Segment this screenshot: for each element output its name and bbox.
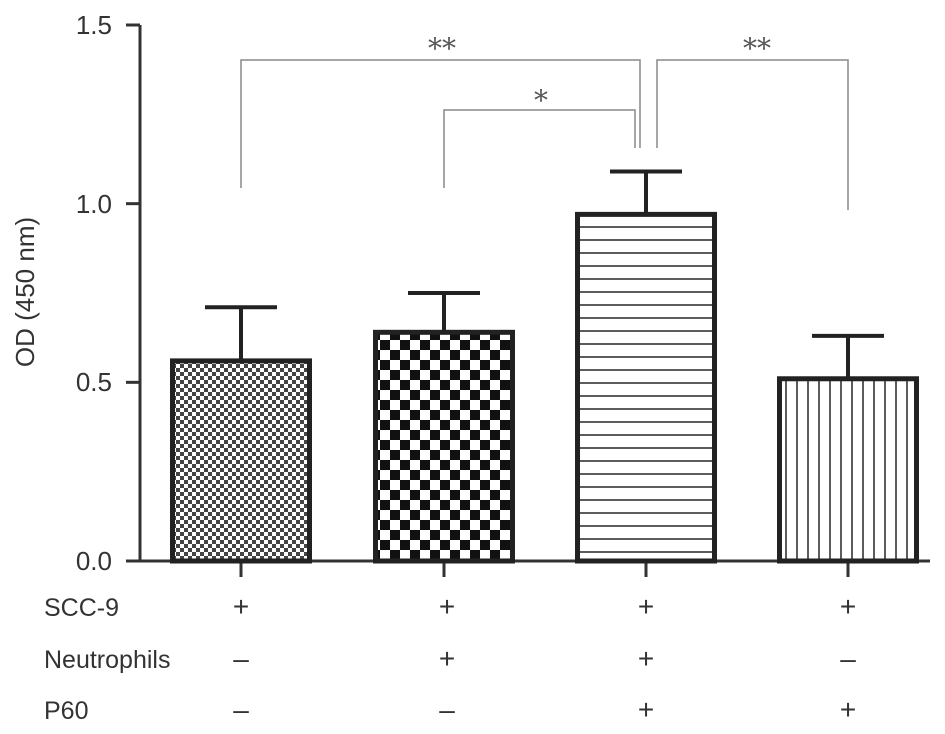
condition-symbol: + — [840, 694, 856, 725]
y-tick-label: 0.0 — [76, 546, 112, 576]
significance-label: ** — [428, 32, 456, 65]
row-label-p60: P60 — [44, 697, 88, 725]
bar — [170, 358, 312, 564]
condition-symbol: – — [840, 643, 856, 674]
condition-symbol: + — [439, 591, 455, 622]
significance-label: ** — [743, 32, 771, 65]
y-tick-label: 1.5 — [76, 10, 112, 40]
bar — [575, 211, 717, 564]
significance-bracket — [240, 59, 641, 188]
bar — [373, 329, 515, 564]
y-tick-labels: 0.0 0.5 1.0 1.5 — [76, 10, 112, 576]
condition-symbol: + — [638, 694, 654, 725]
row-label-neutrophils: Neutrophils — [44, 646, 170, 674]
row-label-scc9: SCC-9 — [44, 594, 119, 622]
condition-table: SCC-9 Neutrophils P60 + + + + – + + – – … — [44, 591, 856, 725]
condition-symbol: + — [439, 643, 455, 674]
significance-label: * — [534, 84, 548, 117]
bar — [777, 376, 919, 564]
significance-labels: ** * ** — [428, 32, 771, 117]
condition-symbol: – — [439, 694, 455, 725]
condition-symbol: + — [638, 643, 654, 674]
significance-brackets — [240, 59, 849, 210]
y-tick-label: 0.5 — [76, 367, 112, 397]
significance-bracket — [443, 109, 636, 188]
y-axis-label: OD (450 nm) — [10, 217, 40, 367]
condition-symbol: + — [233, 591, 249, 622]
condition-symbol: – — [233, 643, 249, 674]
y-tick-label: 1.0 — [76, 189, 112, 219]
bars — [170, 169, 919, 564]
condition-symbol: + — [840, 591, 856, 622]
condition-symbol: – — [233, 694, 249, 725]
condition-symbol: + — [638, 591, 654, 622]
significance-bracket — [656, 59, 849, 210]
